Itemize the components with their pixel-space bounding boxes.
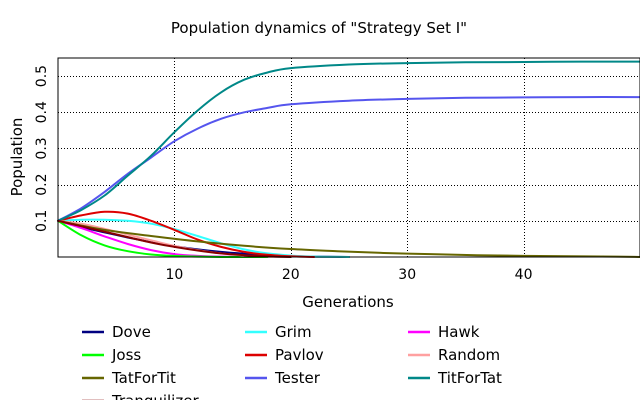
ticks: 10 20 30 40 0.1 0.2 0.3 0.4 0.5 [34, 65, 533, 283]
series-layer [57, 60, 640, 259]
legend-label-pavlov: Pavlov [275, 346, 324, 364]
chart-title: Population dynamics of "Strategy Set I" [171, 19, 467, 37]
series-line-tester [57, 96, 640, 222]
y-tick-label: 0.4 [34, 101, 50, 123]
x-tick-label: 10 [165, 267, 183, 283]
legend-label-tester: Tester [274, 369, 321, 387]
y-tick-label: 0.5 [34, 65, 50, 87]
grid [58, 58, 640, 257]
x-tick-label: 30 [398, 267, 416, 283]
series-line-titfortat [57, 60, 640, 222]
x-tick-label: 20 [282, 267, 300, 283]
series-line-pavlov [57, 210, 316, 258]
series-line-tranquilizer [57, 219, 292, 258]
legend-label-random: Random [438, 346, 500, 364]
legend-label-tranquilizer: Tranquilizer [111, 392, 199, 400]
legend-label-titfortat: TitForTat [437, 369, 502, 387]
y-tick-label: 0.1 [34, 210, 50, 232]
legend: Dove Grim Hawk Joss Pavlov Random TatForTit Tes… [82, 323, 502, 400]
y-tick-label: 0.2 [34, 174, 50, 196]
legend-label-tatfortit: TatForTit [111, 369, 176, 387]
y-tick-label: 0.3 [34, 137, 50, 159]
legend-label-joss: Joss [111, 346, 141, 364]
plot-frame [57, 57, 640, 258]
x-tick-label: 40 [515, 267, 533, 283]
series-line-tatfortit [57, 219, 640, 258]
legend-label-grim: Grim [275, 323, 312, 341]
legend-label-hawk: Hawk [438, 323, 480, 341]
y-axis-label: Population [8, 118, 26, 197]
x-axis-label: Generations [302, 293, 394, 311]
legend-label-dove: Dove [112, 323, 151, 341]
